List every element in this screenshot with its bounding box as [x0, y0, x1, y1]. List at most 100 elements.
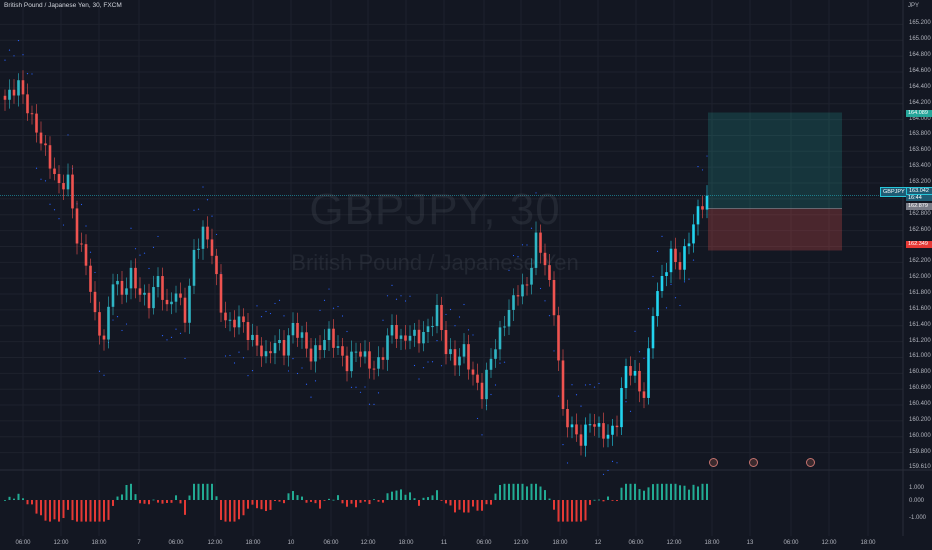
histogram-bar: [404, 494, 407, 500]
candle-body: [588, 424, 592, 426]
sar-dot: [706, 155, 708, 157]
time-tick-label: 06:00: [476, 540, 492, 546]
candle-body: [206, 226, 209, 240]
sar-dot: [499, 362, 501, 364]
price-tick-label: 164.000: [909, 115, 931, 122]
histogram-bar: [413, 498, 416, 500]
candle-body: [323, 340, 326, 351]
event-icon[interactable]: [749, 458, 758, 467]
price-tick-label: 161.200: [909, 337, 931, 344]
candle-body: [606, 434, 610, 439]
candle-body: [44, 143, 47, 146]
histogram-bar: [602, 500, 605, 502]
histogram-bar: [562, 500, 564, 522]
sar-dot: [328, 288, 330, 290]
histogram-bar: [436, 490, 438, 500]
histogram-bar: [224, 500, 227, 522]
candle-body: [116, 280, 119, 285]
sar-dot: [625, 401, 627, 403]
histogram-bar: [143, 500, 146, 504]
candle-body: [134, 267, 137, 289]
histogram-bar: [535, 483, 537, 500]
histogram-bar: [265, 500, 267, 512]
histogram-bar: [454, 500, 456, 513]
sar-dot: [62, 224, 65, 226]
histogram-bar: [161, 500, 164, 504]
candle-body: [561, 360, 565, 409]
candle-body: [674, 248, 677, 263]
histogram-bar: [629, 483, 632, 500]
histogram-bar: [274, 500, 276, 501]
sar-dot: [638, 351, 641, 353]
histogram-bar: [269, 500, 272, 510]
histogram-bar: [26, 500, 29, 505]
histogram-bar: [260, 500, 263, 510]
candle-body: [66, 174, 70, 190]
sar-dot: [679, 304, 681, 307]
candle-body: [125, 288, 128, 295]
entry-price-tag: 162.879: [906, 203, 932, 210]
time-tick-label: 12:00: [207, 540, 223, 546]
sar-dot: [148, 267, 150, 270]
time-tick-label: 06:00: [323, 540, 339, 546]
histogram-bar: [85, 500, 87, 522]
sar-dot: [44, 180, 47, 182]
symbol-tag: GBPJPY: [880, 187, 908, 197]
loss-zone: [708, 208, 842, 251]
candle-body: [692, 224, 695, 244]
histogram-bar: [103, 500, 105, 522]
sar-dot: [98, 370, 101, 372]
candle-body: [350, 351, 353, 372]
histogram-bar: [589, 500, 591, 505]
histogram-bar: [652, 484, 654, 500]
histogram-bar: [440, 500, 443, 501]
sar-dot: [22, 54, 24, 56]
sar-dot: [427, 361, 429, 363]
candle-body: [224, 312, 227, 321]
candle-body: [102, 335, 106, 340]
sar-dot: [539, 287, 542, 290]
sar-dot: [476, 417, 479, 420]
candle-body: [332, 328, 335, 348]
candle-body: [705, 195, 709, 210]
candle-body: [21, 80, 25, 95]
event-icon[interactable]: [709, 458, 718, 467]
candle-body: [552, 279, 556, 316]
sar-dot: [445, 313, 447, 316]
sar-dot: [53, 209, 56, 211]
price-tick-label: 163.800: [909, 131, 931, 138]
histogram-bar: [512, 483, 515, 500]
sar-dot: [611, 460, 614, 462]
candle-body: [444, 330, 448, 355]
histogram-bar: [242, 500, 245, 516]
candle-body: [107, 306, 110, 340]
sar-dot: [103, 374, 105, 376]
time-tick-label: 06:00: [168, 540, 184, 546]
sar-dot: [260, 316, 263, 318]
candle-body: [665, 272, 668, 277]
histogram-bar: [229, 500, 231, 522]
histogram-bar: [17, 493, 20, 500]
sar-dot: [58, 218, 60, 220]
candle-body: [264, 351, 268, 357]
candle-body: [633, 370, 637, 376]
candle-body: [219, 274, 223, 313]
candle-body: [17, 80, 20, 96]
sar-dot: [80, 203, 83, 206]
histogram-bar: [202, 483, 204, 500]
time-tick-label: 18:00: [860, 540, 876, 546]
event-icon[interactable]: [806, 458, 815, 467]
histogram-bar: [476, 500, 479, 511]
histogram-bar: [355, 500, 357, 508]
histogram-bar: [341, 500, 344, 504]
candle-body: [701, 206, 704, 210]
sar-dot: [287, 370, 290, 372]
candle-body: [566, 408, 569, 428]
histogram-bar: [193, 483, 195, 500]
sar-dot: [418, 378, 420, 380]
candle-body: [696, 206, 700, 225]
histogram-bar: [107, 500, 110, 520]
sar-dot: [634, 330, 636, 332]
histogram-bar: [508, 483, 510, 500]
